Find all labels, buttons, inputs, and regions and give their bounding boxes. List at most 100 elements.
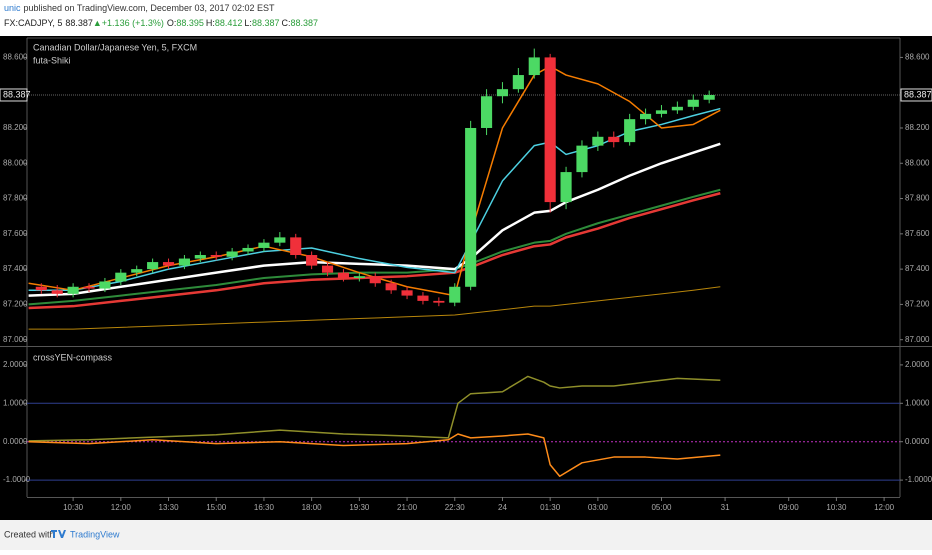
price-label: 88.387 [904,89,932,99]
y-tick-label: 87.400 [3,264,28,273]
x-tick-label: 15:00 [206,503,227,512]
candle-body [147,262,159,270]
y-tick-label: 87.000 [3,335,28,344]
candle-body [337,272,350,278]
author[interactable]: unic [4,3,21,13]
y-tick-label: 1.0000 [905,398,930,407]
candle-body [131,269,143,273]
header-line: unic published on TradingView.com, Decemb… [4,3,275,13]
x-tick-label: 21:00 [397,503,418,512]
y-tick-label: 2.0000 [3,360,28,369]
candle-body [608,136,620,143]
candle-body [433,300,445,303]
candle-body [99,281,111,289]
y-tick-label: 87.600 [905,229,930,238]
x-tick-label: 05:00 [651,503,672,512]
candle-body [321,265,334,273]
candle-body [194,255,206,259]
candle-body [576,145,588,173]
x-tick-label: 09:00 [779,503,800,512]
candle-body [51,290,63,294]
candle-body [449,286,461,303]
x-tick-label: 16:30 [254,503,275,512]
y-tick-label: 88.600 [3,53,28,62]
candle-body [210,255,222,257]
indicator-title: futa-Shiki [33,55,71,65]
x-tick-label: 19:30 [349,503,370,512]
symbol: FX:CADJPY, 5 [4,18,62,28]
candle-body [703,94,715,100]
candle-body [480,96,493,128]
ohlc-label: L: [244,18,252,28]
candle-body [465,127,477,287]
candle-body [671,106,683,111]
price-label: 88.387 [3,89,31,99]
x-tick-label: 13:30 [159,503,180,512]
candle-body [67,286,79,294]
y-tick-label: 87.200 [3,300,28,309]
ohlc-value: 88.412 [215,18,243,28]
x-tick-label: 10:30 [826,503,847,512]
y-tick-label: 88.600 [905,53,930,62]
quote-line: FX:CADJPY, 5 88.387▲+1.136 (+1.3%) O:88.39… [4,18,318,28]
x-tick-label: 12:00 [874,503,895,512]
candle-body [258,242,270,248]
ohlc-label: C: [281,18,290,28]
candle-body [640,113,652,120]
candle-body [242,247,254,252]
candle-body [369,276,381,284]
price-box [900,88,932,102]
ohlc-value: 88.387 [252,18,280,28]
candle-body [560,172,572,203]
x-tick-label: 24 [498,503,507,512]
y-tick-label: 1.0000 [3,398,28,407]
y-tick-label: -1.0000 [3,475,31,484]
ohlc-label: H: [206,18,215,28]
candle-body [385,283,397,291]
y-tick-label: 87.800 [905,194,930,203]
series-line [28,286,721,330]
y-tick-label: 2.0000 [905,360,930,369]
candle-body [417,295,429,301]
series-line [28,192,721,310]
candle-body [162,262,175,266]
y-tick-label: 0.0000 [3,437,28,446]
brand[interactable]: TradingView [70,529,120,539]
ohlc-label: O: [167,18,177,28]
series-line [28,65,721,297]
logo-icon[interactable] [51,530,66,538]
series-line [28,375,721,442]
x-tick-label: 18:00 [302,503,323,512]
candle-body [35,286,47,291]
series-line [28,433,721,478]
x-tick-label: 31 [721,503,730,512]
published: published on TradingView.com, December 0… [24,3,275,13]
x-tick-label: 12:00 [111,503,132,512]
y-tick-label: 88.200 [905,123,930,132]
y-tick-label: 87.000 [905,335,930,344]
candle-body [655,110,668,114]
candle-body [592,136,604,146]
candle-body [544,57,556,203]
footer-bar [0,520,932,550]
candle-body [624,119,636,143]
candle-body [178,258,190,266]
candle-body [401,290,413,296]
candle-body [274,237,286,243]
price: 88.387 [65,18,93,28]
y-tick-label: 87.400 [905,264,930,273]
ohlc-value: 88.387 [290,18,318,28]
candle-body [687,99,699,107]
x-tick-label: 22:30 [445,503,466,512]
logo[interactable] [51,530,66,538]
y-tick-label: 87.600 [3,229,28,238]
y-tick-label: -1.0000 [905,475,932,484]
symbol-title: Canadian Dollar/Japanese Yen, 5, FXCM [33,42,197,52]
created-with: Created with [4,529,55,539]
price-box [0,88,28,102]
y-tick-label: 87.200 [905,300,930,309]
indicator-title: crossYEN-compass [33,352,113,362]
candle-body [306,255,318,266]
candle-body [528,57,540,76]
